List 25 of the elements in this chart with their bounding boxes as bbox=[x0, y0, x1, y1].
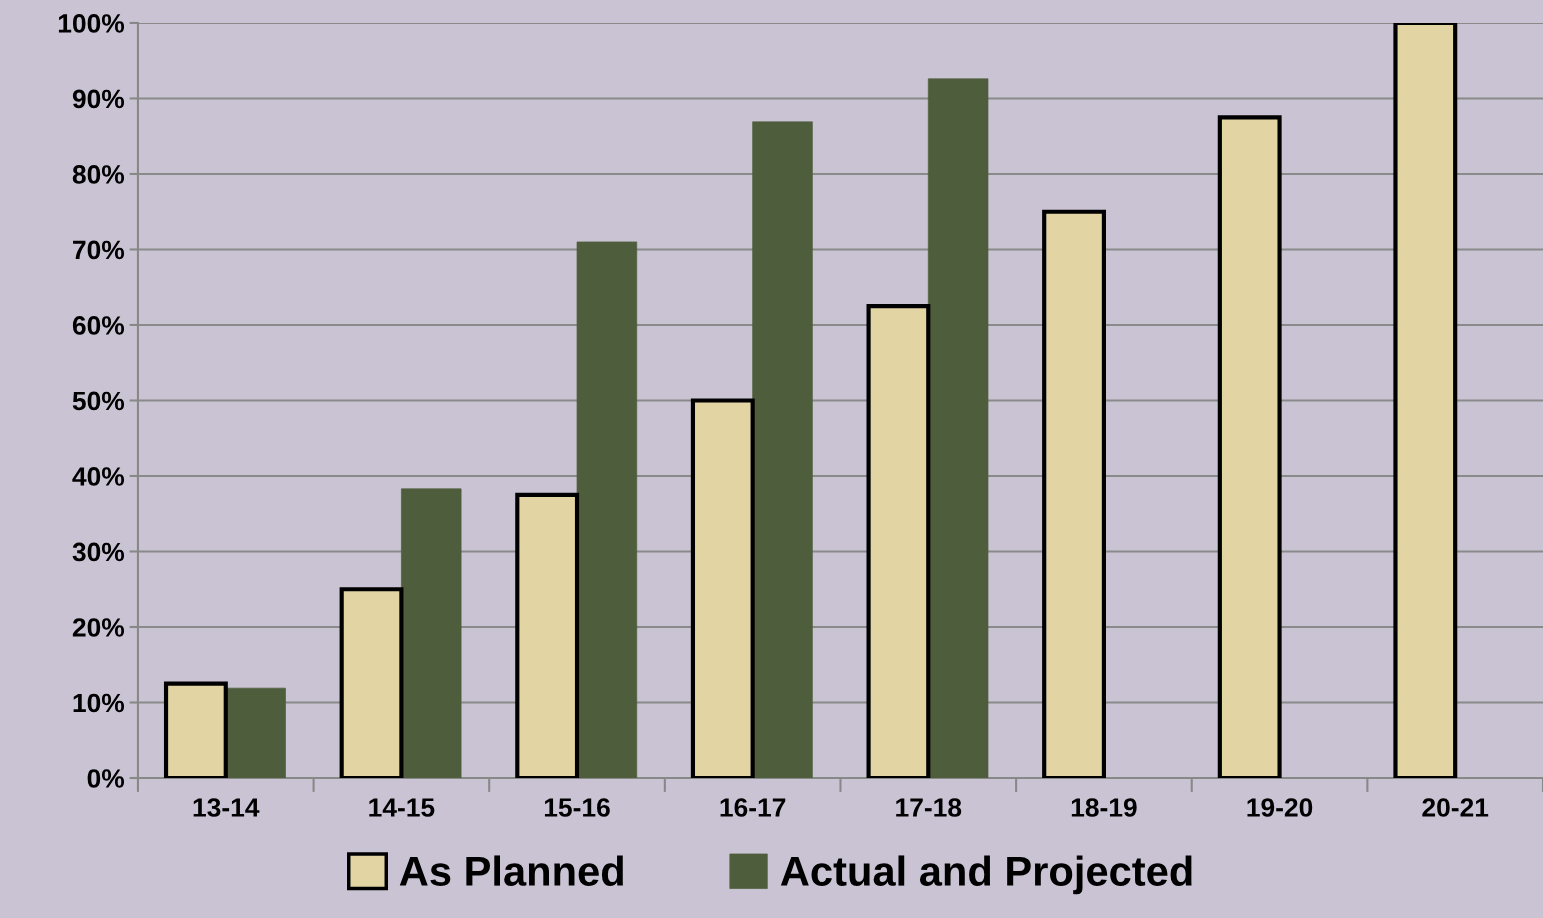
bar bbox=[752, 121, 813, 779]
y-tick-label: 90% bbox=[72, 89, 125, 109]
y-tick-label: 70% bbox=[73, 240, 125, 260]
legend-label: Actual and Projected bbox=[780, 855, 1192, 895]
bar bbox=[927, 78, 989, 779]
x-tick-label: 14-15 bbox=[369, 798, 435, 817]
x-tick-label: 17-18 bbox=[896, 798, 962, 817]
y-tick-label: 50% bbox=[72, 391, 125, 411]
x-tick-label: 15-16 bbox=[544, 798, 610, 817]
y-tick-label: 0% bbox=[87, 769, 125, 788]
y-tick-label: 10% bbox=[73, 693, 125, 713]
y-tick-label: 20% bbox=[72, 618, 125, 637]
x-tick-label: 16-17 bbox=[720, 798, 786, 817]
y-tick-label: 60% bbox=[72, 316, 125, 335]
y-tick-label: 80% bbox=[72, 165, 125, 184]
bar bbox=[576, 241, 638, 779]
legend-label: As Planned bbox=[399, 855, 623, 887]
y-tick-label: 40% bbox=[72, 467, 125, 486]
x-tick-label: 20-21 bbox=[1422, 798, 1489, 817]
y-tick-label: 30% bbox=[72, 542, 125, 562]
x-tick-label: 13-14 bbox=[193, 798, 260, 817]
x-tick-label: 18-19 bbox=[1071, 798, 1137, 817]
y-tick-label: 100% bbox=[58, 14, 125, 33]
bar bbox=[401, 488, 462, 779]
x-tick-label: 19-20 bbox=[1247, 798, 1313, 817]
